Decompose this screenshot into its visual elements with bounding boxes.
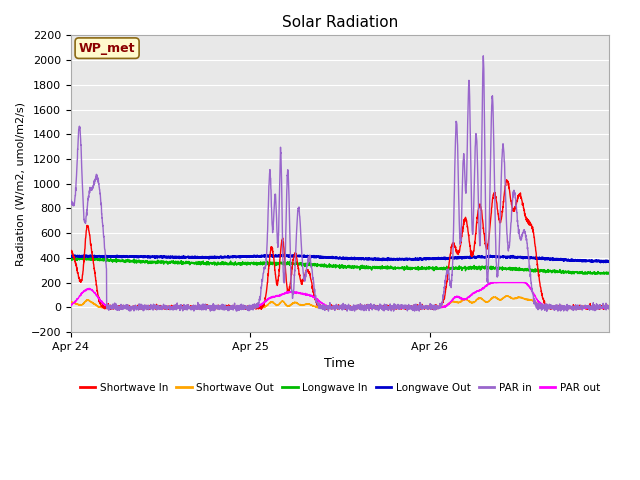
- Legend: Shortwave In, Shortwave Out, Longwave In, Longwave Out, PAR in, PAR out: Shortwave In, Shortwave Out, Longwave In…: [76, 379, 604, 397]
- Text: WP_met: WP_met: [79, 42, 135, 55]
- Y-axis label: Radiation (W/m2, umol/m2/s): Radiation (W/m2, umol/m2/s): [15, 102, 25, 266]
- Title: Solar Radiation: Solar Radiation: [282, 15, 398, 30]
- X-axis label: Time: Time: [324, 358, 355, 371]
